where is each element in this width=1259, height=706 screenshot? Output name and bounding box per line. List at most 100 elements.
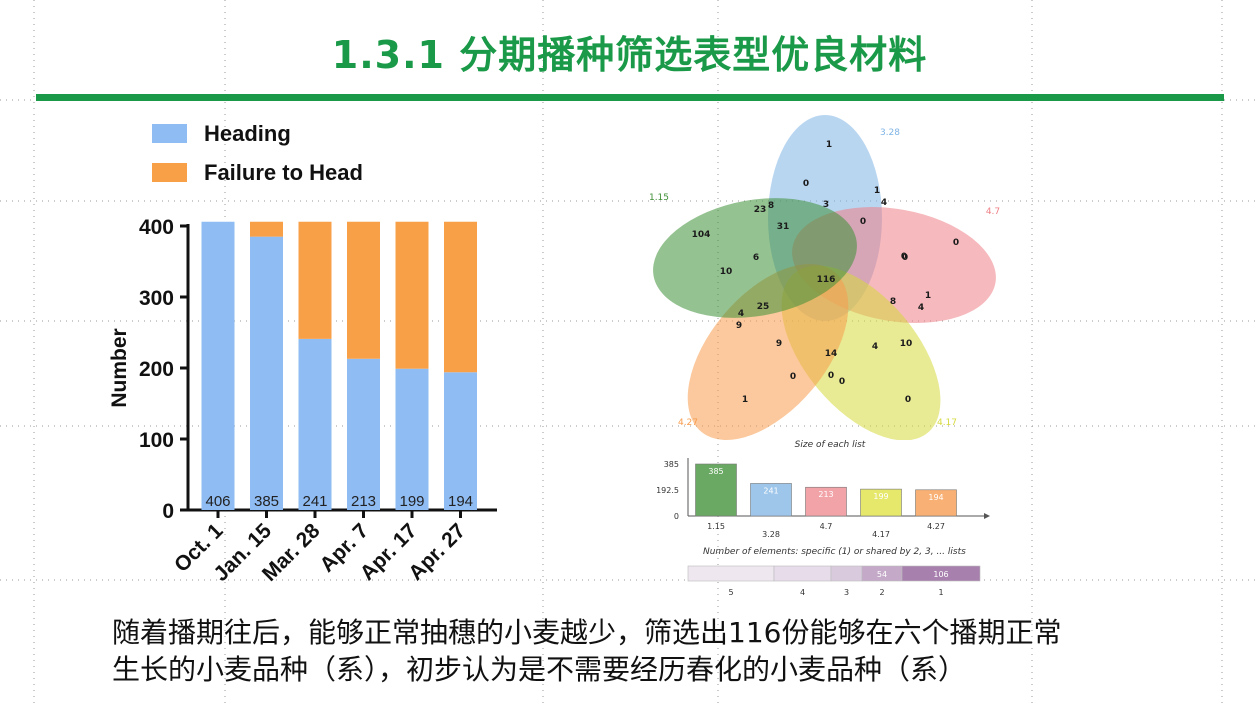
bar-data-label: 385	[254, 493, 279, 510]
shared-elements-axis-title: Number of elements: specific (1) or shar…	[703, 547, 966, 557]
y-tick-label: 100	[139, 429, 174, 452]
shared-elements-segment	[830, 565, 863, 582]
venn-region-value: 1	[826, 140, 832, 150]
venn-region-value: 14	[825, 349, 838, 359]
shared-elements-segment	[773, 565, 832, 582]
shared-elements-category: 2	[879, 588, 884, 597]
y-tick-label: 400	[139, 216, 174, 239]
venn-region-value: 0	[839, 377, 845, 387]
list-size-bar	[695, 463, 737, 517]
slide-caption: 随着播期往后，能够正常抽穗的小麦越少，筛选出116份能够在六个播期正常 生长的小…	[112, 614, 1222, 688]
venn-set-label: 3.28	[880, 128, 900, 138]
shared-elements-category: 4	[800, 588, 805, 597]
bar-heading	[298, 338, 332, 510]
venn-region-value: 0	[901, 252, 907, 262]
list-size-title: Size of each list	[795, 440, 866, 450]
bar-data-label: 199	[399, 493, 424, 510]
bar-heading	[201, 221, 235, 511]
y-tick-label: 0	[162, 500, 174, 523]
venn-region-value: 0	[803, 179, 809, 189]
shared-elements-segment	[687, 565, 775, 582]
bar-failure-to-head	[298, 221, 332, 339]
list-size-category: 1.15	[707, 522, 725, 531]
caption-line-2: 生长的小麦品种（系），初步认为是不需要经历春化的小麦品种（系）	[112, 653, 967, 686]
venn-region-value: 0	[790, 372, 796, 382]
bar-data-label: 213	[351, 493, 376, 510]
venn-region-value: 0	[953, 238, 959, 248]
list-size-category: 4.17	[872, 530, 890, 539]
legend-label-heading: Heading	[204, 120, 291, 146]
bar-heading	[347, 358, 380, 510]
venn-region-value: 4	[872, 342, 878, 352]
venn-region-value: 4	[881, 198, 887, 208]
venn-region-value: 10	[720, 267, 733, 277]
list-size-value: 385	[708, 467, 723, 476]
list-size-category: 4.27	[927, 522, 945, 531]
bar-data-label: 194	[448, 493, 473, 510]
venn-region-value: 23	[754, 205, 767, 215]
list-size-chart: Size of each list385192.503851.152413.28…	[656, 440, 990, 597]
venn-region-value: 104	[692, 230, 711, 240]
venn-region-value: 116	[817, 275, 836, 285]
venn-region-value: 4	[918, 303, 924, 313]
bar-data-label: 241	[302, 493, 327, 510]
y-tick-label: 300	[139, 287, 174, 310]
venn-region-value: 0	[828, 371, 834, 381]
venn-set-label: 4.27	[678, 418, 698, 428]
shared-elements-value: 106	[933, 570, 948, 579]
venn-region-value: 0	[905, 395, 911, 405]
venn-region-value: 8	[890, 297, 896, 307]
shared-elements-value: 54	[877, 570, 887, 579]
title-underline	[36, 94, 1224, 101]
list-size-category: 3.28	[762, 530, 780, 539]
list-size-bar	[805, 486, 847, 517]
venn-region-value: 0	[860, 217, 866, 227]
legend-item-heading: Heading	[152, 114, 363, 153]
venn-set-label: 4.17	[937, 418, 957, 428]
bar-data-label: 406	[205, 493, 230, 510]
list-size-value: 241	[763, 486, 778, 495]
bar-failure-to-head	[347, 221, 380, 359]
bar-failure-to-head	[444, 221, 477, 373]
venn-set-ellipse	[653, 198, 857, 318]
list-size-bar	[915, 489, 957, 517]
venn-set-label: 4.7	[986, 207, 1000, 217]
list-size-bar	[750, 483, 792, 517]
page-title: 1.3.1 分期播种筛选表型优良材料	[331, 33, 928, 77]
venn-set-ellipse	[687, 264, 849, 440]
list-size-category: 4.7	[820, 522, 833, 531]
legend-label-failure: Failure to Head	[204, 159, 363, 185]
list-size-x-arrow	[984, 513, 990, 519]
venn-region-value: 0	[902, 253, 908, 263]
list-size-y-tick-label: 192.5	[656, 486, 679, 495]
legend-swatch-failure	[152, 163, 187, 182]
list-size-value: 199	[873, 492, 888, 501]
legend-item-failure: Failure to Head	[152, 153, 363, 192]
venn-region-value: 6	[753, 253, 759, 263]
venn-region-value: 4	[738, 309, 744, 319]
shared-elements-category: 1	[938, 588, 943, 597]
venn-region-value: 25	[757, 302, 770, 312]
bar-heading	[395, 368, 429, 510]
y-tick-label: 200	[139, 358, 174, 381]
legend-swatch-heading	[152, 124, 187, 143]
caption-line-1: 随着播期往后，能够正常抽穗的小麦越少，筛选出116份能够在六个播期正常	[112, 616, 1062, 649]
list-size-bar	[860, 488, 902, 517]
venn-region-value: 31	[777, 222, 790, 232]
venn-region-value: 8	[768, 201, 774, 211]
venn-set-label: 1.15	[649, 193, 669, 203]
venn-region-value: 1	[874, 186, 880, 196]
venn-region-value: 1	[742, 395, 748, 405]
list-size-y-tick-label: 0	[674, 512, 679, 521]
shared-elements-category: 5	[728, 588, 733, 597]
list-size-value: 194	[928, 493, 943, 502]
bar-failure-to-head	[250, 221, 283, 237]
shared-elements-segment	[901, 565, 981, 582]
list-size-y-tick-label: 385	[664, 460, 679, 469]
venn-region-value: 3	[823, 200, 829, 210]
y-axis-title: Number	[108, 328, 131, 407]
chart-legend: Heading Failure to Head	[152, 114, 363, 192]
bar-heading	[444, 372, 477, 510]
